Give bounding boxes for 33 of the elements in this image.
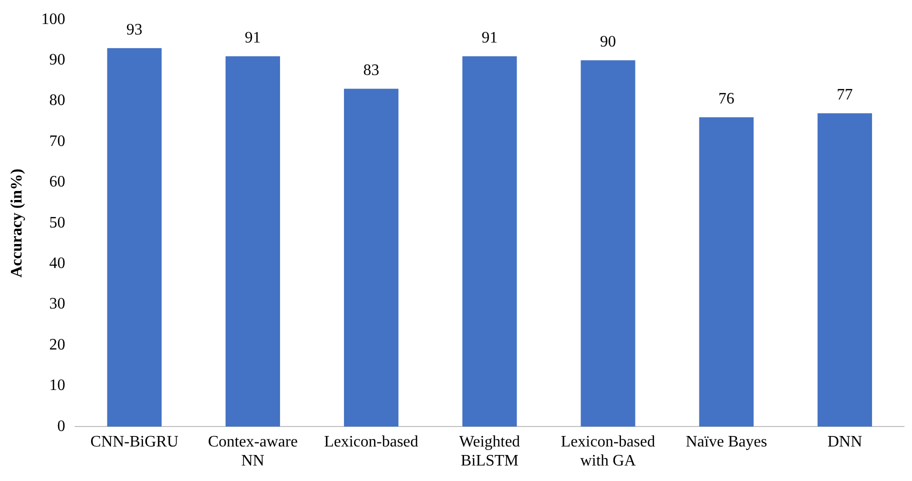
y-tick-label: 60 (49, 174, 66, 191)
data-label: 83 (363, 62, 380, 79)
data-label: 76 (718, 90, 734, 108)
y-tick-label: 30 (49, 296, 66, 313)
x-tick-label: Contex-aware NN (208, 433, 298, 470)
x-tick-label: CNN-BiGRU (90, 433, 179, 450)
bar (580, 60, 636, 427)
y-tick-label: 80 (49, 92, 66, 110)
bar (699, 117, 754, 427)
y-tick-label: 20 (49, 336, 66, 354)
x-tick-label: DNN (827, 433, 863, 450)
bar (226, 56, 280, 427)
bar (107, 48, 162, 427)
y-tick-label: 70 (49, 132, 66, 150)
y-tick-label: 0 (57, 418, 66, 435)
data-label: 93 (126, 21, 142, 38)
x-tick-label: Naïve Bayes (686, 433, 768, 450)
bar (462, 56, 517, 427)
y-axis-title: Accuracy (in%) (8, 168, 26, 278)
data-label: 91 (244, 29, 261, 46)
data-label: 77 (836, 86, 853, 104)
x-tick-label: Lexicon-based (324, 433, 418, 450)
y-tick-label: 10 (49, 377, 66, 394)
bar (818, 113, 872, 427)
x-tick-label: Lexicon-based with GA (560, 433, 656, 470)
y-tick-label: 90 (49, 52, 66, 69)
y-tick-label: 40 (49, 255, 66, 272)
y-tick-label: 50 (49, 214, 66, 232)
data-label: 90 (600, 34, 616, 51)
x-tick-label: Weighted BiLSTM (459, 433, 520, 470)
data-label: 91 (482, 29, 498, 46)
bar (344, 88, 398, 427)
y-tick-label: 100 (41, 10, 66, 28)
